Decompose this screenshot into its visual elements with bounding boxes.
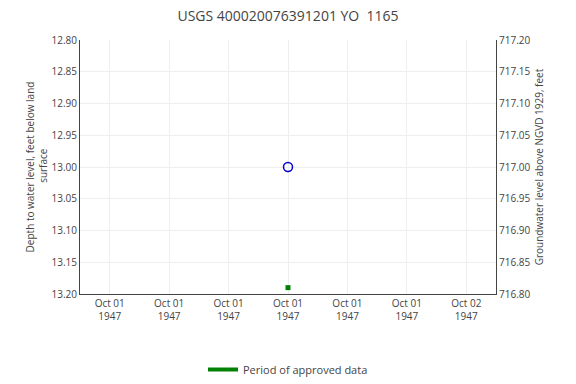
svg-text:Oct 021947: Oct 021947 — [451, 296, 481, 323]
svg-text:Oct 011947: Oct 011947 — [213, 296, 243, 323]
svg-text:717.00: 717.00 — [499, 160, 530, 174]
svg-text:Period of approved data: Period of approved data — [243, 362, 367, 377]
svg-text:12.85: 12.85 — [52, 64, 78, 78]
svg-text:13.20: 13.20 — [52, 287, 78, 301]
svg-text:Oct 011947: Oct 011947 — [154, 296, 184, 323]
svg-text:12.95: 12.95 — [52, 128, 78, 142]
svg-text:717.10: 717.10 — [499, 96, 530, 110]
svg-text:USGS 400020076391201 YO 1165: USGS 400020076391201 YO 1165 — [177, 6, 398, 25]
svg-text:716.95: 716.95 — [499, 191, 530, 205]
svg-text:Oct 011947: Oct 011947 — [273, 296, 303, 323]
svg-text:717.15: 717.15 — [499, 64, 530, 78]
svg-text:Groundwater level above NGVD 1: Groundwater level above NGVD 1929, feet — [532, 68, 546, 265]
svg-text:13.15: 13.15 — [52, 255, 78, 269]
svg-text:717.05: 717.05 — [499, 128, 530, 142]
svg-text:13.00: 13.00 — [52, 160, 78, 174]
svg-text:Oct 011947: Oct 011947 — [392, 296, 422, 323]
svg-text:716.80: 716.80 — [499, 287, 530, 301]
svg-text:716.90: 716.90 — [499, 223, 530, 237]
svg-text:13.10: 13.10 — [52, 223, 78, 237]
svg-text:Oct 011947: Oct 011947 — [332, 296, 362, 323]
svg-text:Oct 011947: Oct 011947 — [95, 296, 125, 323]
svg-text:716.85: 716.85 — [499, 255, 530, 269]
svg-text:12.90: 12.90 — [52, 96, 78, 110]
svg-text:12.80: 12.80 — [52, 33, 78, 47]
svg-text:Depth to water level, feet bel: Depth to water level, feet below land su… — [23, 82, 50, 253]
svg-text:13.05: 13.05 — [52, 191, 78, 205]
svg-text:717.20: 717.20 — [499, 33, 530, 47]
